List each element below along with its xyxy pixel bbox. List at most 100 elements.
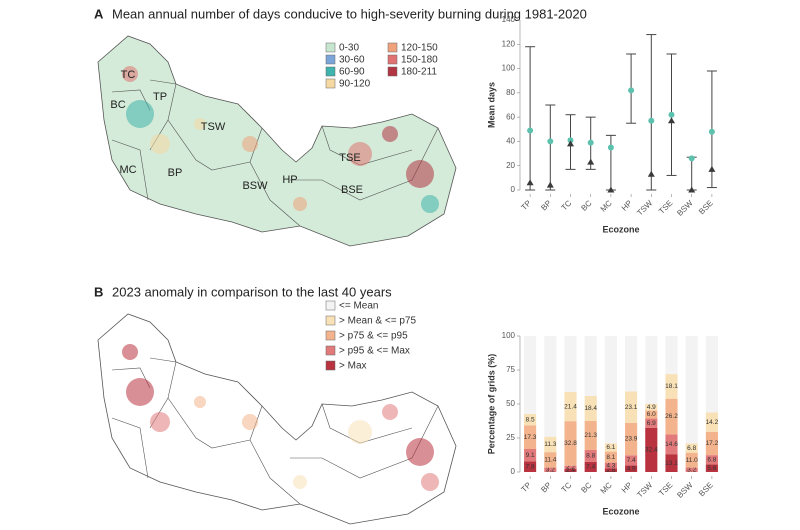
y-tick-label: 140 bbox=[502, 15, 516, 24]
triangle-marker bbox=[567, 140, 574, 147]
bar-segment bbox=[625, 422, 638, 456]
y-axis-title: Percentage of grids (%) bbox=[486, 354, 496, 455]
legend-swatch bbox=[325, 360, 336, 371]
triangle-marker bbox=[546, 181, 554, 188]
bar-segment bbox=[625, 336, 638, 392]
legend-swatch bbox=[325, 42, 336, 53]
region-label: TC bbox=[121, 69, 136, 81]
value-label: 17.3 bbox=[524, 434, 537, 441]
legend-label: 60-90 bbox=[339, 67, 365, 78]
value-label: 26.2 bbox=[665, 413, 678, 420]
bar-segment bbox=[584, 395, 597, 421]
mean-dot bbox=[607, 144, 614, 151]
legend-label: 0-30 bbox=[339, 43, 359, 54]
bar-segment bbox=[645, 410, 658, 419]
ecozone-border bbox=[111, 139, 149, 201]
value-label: 17.2 bbox=[706, 440, 719, 447]
legend-label: <= Mean bbox=[339, 301, 378, 312]
triangle-marker bbox=[688, 186, 696, 193]
bar-segment bbox=[564, 465, 577, 469]
bar-segment bbox=[604, 443, 617, 452]
bar-segment bbox=[524, 425, 537, 450]
x-tick-label: BC bbox=[579, 480, 593, 494]
legend-label: 180-211 bbox=[401, 67, 437, 78]
bar-segment bbox=[584, 421, 597, 450]
fire-patch bbox=[122, 344, 138, 360]
y-tick-label: 25 bbox=[506, 433, 515, 442]
panel-letter: A bbox=[94, 6, 104, 21]
y-tick-label: 80 bbox=[506, 88, 515, 97]
triangle-marker bbox=[587, 158, 595, 165]
fire-patch bbox=[150, 412, 170, 432]
bar-segment bbox=[544, 436, 557, 453]
value-label: 14.2 bbox=[706, 419, 719, 426]
y-tick-label: 0 bbox=[511, 185, 516, 194]
bar-segment bbox=[625, 465, 638, 472]
value-label: 5.6 bbox=[707, 465, 716, 472]
x-tick-label: TSE bbox=[657, 199, 674, 216]
x-tick-label: BSW bbox=[675, 480, 695, 500]
bar-segment bbox=[524, 336, 537, 414]
region-label: TSE bbox=[339, 152, 360, 164]
panel-letter: B bbox=[94, 284, 103, 299]
legend-label: > p75 & <= p95 bbox=[339, 331, 408, 342]
fire-patch bbox=[293, 475, 307, 489]
bar-segment bbox=[665, 454, 678, 472]
legend-swatch bbox=[325, 66, 336, 77]
bar-segment bbox=[604, 468, 617, 472]
bar-segment bbox=[604, 451, 617, 463]
legend-swatch bbox=[325, 300, 336, 311]
bar-segment bbox=[685, 443, 698, 453]
legend-label: 30-60 bbox=[339, 55, 365, 66]
x-tick-label: BP bbox=[539, 481, 553, 495]
value-label: 6.9 bbox=[647, 420, 656, 427]
value-label: 6.8 bbox=[707, 456, 716, 463]
value-label: 18.1 bbox=[665, 383, 678, 390]
mean-dot bbox=[547, 138, 554, 145]
bar-segment bbox=[665, 398, 678, 435]
value-label: 4.9 bbox=[627, 465, 636, 472]
bar-segment bbox=[524, 449, 537, 462]
value-label: 23.9 bbox=[625, 436, 638, 443]
fire-patch bbox=[406, 160, 434, 188]
y-tick-label: 0 bbox=[511, 467, 516, 476]
bar-segment bbox=[625, 391, 638, 423]
mean-dot bbox=[708, 128, 715, 135]
legend-swatch bbox=[387, 54, 398, 65]
mean-dot bbox=[628, 87, 635, 94]
legend-label: 150-180 bbox=[401, 55, 438, 66]
mean-dot bbox=[668, 111, 675, 118]
y-tick-label: 120 bbox=[502, 39, 516, 48]
bar-segment bbox=[705, 431, 718, 456]
x-tick-label: BSE bbox=[697, 199, 715, 217]
triangle-marker bbox=[607, 186, 615, 193]
panel-title: Mean annual number of days conducive to … bbox=[112, 6, 587, 21]
ecozone-border bbox=[321, 125, 413, 166]
bar-segment bbox=[705, 455, 718, 465]
legend-swatch bbox=[325, 345, 336, 356]
map: TC BC TP TSW MC BP BSW HP TSE BSE 0-3030-6060-9090… bbox=[97, 35, 457, 247]
fire-patch bbox=[122, 66, 138, 82]
bar-segment bbox=[524, 413, 537, 426]
bar-segment bbox=[665, 434, 678, 455]
value-label: 2.6 bbox=[606, 467, 615, 474]
fire-patch bbox=[126, 378, 154, 406]
value-label: 32.4 bbox=[645, 447, 658, 454]
value-label: 4.3 bbox=[606, 462, 615, 469]
value-label: 2.4 bbox=[566, 467, 575, 474]
bar-segment bbox=[625, 455, 638, 466]
fire-patch bbox=[382, 404, 398, 420]
x-tick-label: BP bbox=[539, 199, 553, 213]
bar-segment bbox=[685, 467, 698, 472]
fire-patch bbox=[126, 100, 154, 128]
value-label: 32.8 bbox=[564, 440, 577, 447]
value-label: 11.4 bbox=[544, 457, 557, 464]
bar-segment bbox=[544, 467, 557, 472]
bar-segment bbox=[645, 427, 658, 472]
bar-segment bbox=[685, 336, 698, 444]
value-label: 3.2 bbox=[546, 467, 555, 474]
value-label: 7.4 bbox=[586, 464, 595, 471]
x-tick-label: BC bbox=[579, 198, 593, 212]
mean-dot bbox=[527, 127, 534, 134]
bar-segment bbox=[645, 403, 658, 411]
